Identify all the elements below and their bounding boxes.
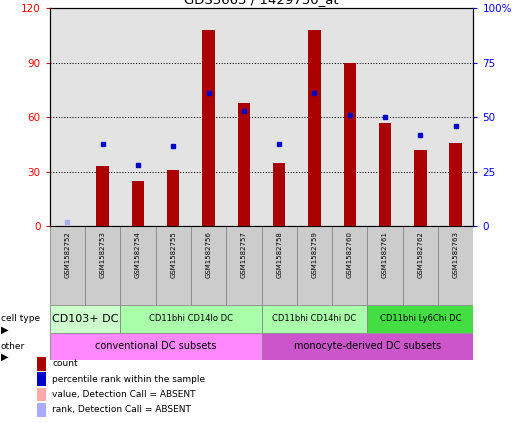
Bar (85, 226, 120, 305)
Bar (156, 8, 191, 226)
Text: GSM1582762: GSM1582762 (417, 231, 423, 278)
Text: ▶: ▶ (1, 324, 8, 335)
Bar (50, 333, 262, 360)
Bar (403, 8, 438, 226)
Text: other: other (1, 342, 25, 351)
Text: CD11bhi CD14lo DC: CD11bhi CD14lo DC (149, 314, 233, 324)
Bar (37, 403, 46, 417)
Bar (50, 305, 120, 333)
Bar (120, 226, 155, 305)
Text: count: count (52, 360, 78, 368)
Bar (226, 8, 262, 226)
Bar (132, 181, 144, 226)
Bar (202, 30, 215, 226)
Bar (332, 8, 367, 226)
Text: GSM1582752: GSM1582752 (64, 231, 70, 278)
Bar (85, 8, 120, 226)
Bar (403, 226, 438, 305)
Text: GSM1582763: GSM1582763 (453, 231, 459, 278)
Bar (262, 226, 297, 305)
Bar (273, 163, 286, 226)
Bar (344, 63, 356, 226)
Bar (367, 305, 473, 333)
Title: GDS5663 / 1429750_at: GDS5663 / 1429750_at (184, 0, 339, 6)
Text: percentile rank within the sample: percentile rank within the sample (52, 375, 206, 384)
Bar (37, 388, 46, 401)
Text: GSM1582756: GSM1582756 (206, 231, 211, 278)
Bar (308, 30, 321, 226)
Bar (156, 226, 191, 305)
Text: rank, Detection Call = ABSENT: rank, Detection Call = ABSENT (52, 405, 191, 415)
Bar (167, 170, 179, 226)
Bar (191, 226, 226, 305)
Bar (297, 8, 332, 226)
Text: GSM1582755: GSM1582755 (170, 231, 176, 278)
Text: cell type: cell type (1, 314, 40, 324)
Text: GSM1582759: GSM1582759 (312, 231, 317, 278)
Text: GSM1582757: GSM1582757 (241, 231, 247, 278)
Bar (191, 8, 226, 226)
Bar (237, 103, 250, 226)
Text: GSM1582758: GSM1582758 (276, 231, 282, 278)
Bar (120, 305, 262, 333)
Bar (50, 226, 85, 305)
Bar (438, 226, 473, 305)
Text: GSM1582753: GSM1582753 (100, 231, 106, 278)
Text: monocyte-derived DC subsets: monocyte-derived DC subsets (294, 341, 441, 352)
Bar (120, 8, 155, 226)
Bar (262, 8, 297, 226)
Text: CD11bhi Ly6Chi DC: CD11bhi Ly6Chi DC (380, 314, 461, 324)
Bar (414, 150, 427, 226)
Text: GSM1582754: GSM1582754 (135, 231, 141, 278)
Bar (37, 357, 46, 371)
Bar (37, 372, 46, 386)
Bar (367, 226, 403, 305)
Bar (262, 305, 367, 333)
Bar (449, 143, 462, 226)
Text: conventional DC subsets: conventional DC subsets (95, 341, 217, 352)
Bar (332, 226, 367, 305)
Bar (50, 8, 85, 226)
Bar (367, 8, 403, 226)
Bar (96, 166, 109, 226)
Text: GSM1582760: GSM1582760 (347, 231, 353, 278)
Text: ▶: ▶ (1, 352, 8, 362)
Text: GSM1582761: GSM1582761 (382, 231, 388, 278)
Bar (379, 123, 391, 226)
Bar (297, 226, 332, 305)
Text: CD11bhi CD14hi DC: CD11bhi CD14hi DC (272, 314, 357, 324)
Bar (438, 8, 473, 226)
Text: CD103+ DC: CD103+ DC (52, 314, 118, 324)
Bar (226, 226, 262, 305)
Bar (262, 333, 473, 360)
Text: value, Detection Call = ABSENT: value, Detection Call = ABSENT (52, 390, 196, 399)
